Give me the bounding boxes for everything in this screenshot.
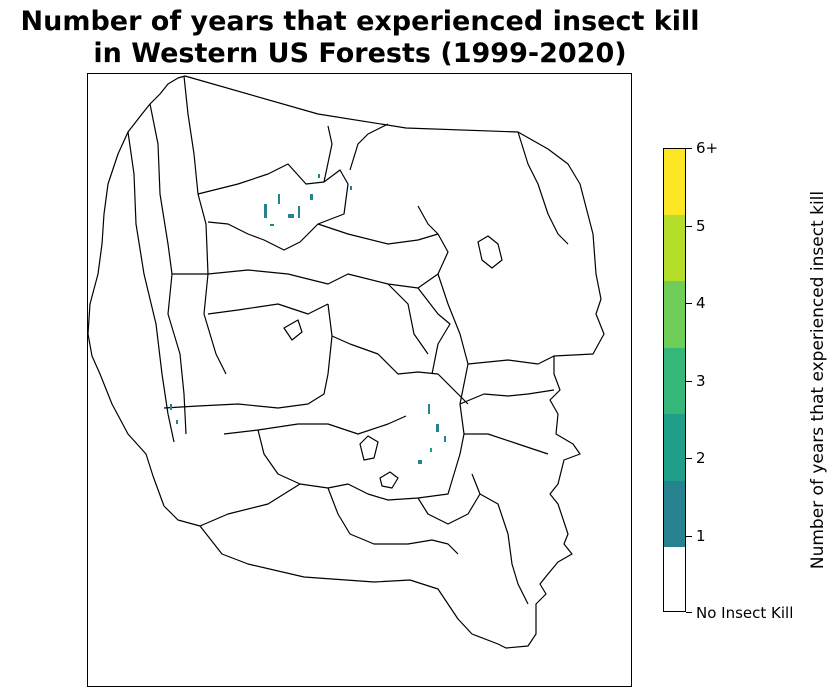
lake-outline [379, 471, 399, 489]
region-line [479, 493, 529, 605]
colorbar-segment-5 [664, 215, 685, 281]
insect-kill-patches [170, 174, 446, 464]
region-line [331, 335, 469, 405]
region-line [207, 303, 329, 315]
region-line [517, 131, 569, 245]
region-line [349, 123, 389, 171]
region-line [417, 473, 481, 525]
colorbar-segment-1 [664, 481, 685, 547]
colorbar-title: Number of years that experienced insect … [808, 190, 828, 570]
ecoregion-map [88, 75, 605, 649]
region-line [172, 205, 449, 289]
lake-outline [359, 435, 379, 461]
tick-label-3: 3 [696, 372, 706, 390]
region-line [417, 287, 451, 375]
western-us-outline [88, 75, 605, 649]
colorbar-tick [686, 536, 692, 537]
colorbar-tick [686, 226, 692, 227]
region-line [323, 125, 333, 183]
region-line [317, 223, 439, 245]
region-line [149, 103, 187, 435]
region-line [197, 163, 349, 251]
region-line [257, 429, 461, 501]
region-line [464, 433, 549, 455]
lake-outline [477, 235, 503, 269]
colorbar-segment-3 [664, 348, 685, 414]
region-line [223, 415, 407, 435]
colorbar-segment-none [664, 547, 685, 611]
title-line-1: Number of years that experienced insect … [20, 6, 700, 37]
tick-label-no-insect-kill: No Insect Kill [696, 604, 794, 622]
region-line [199, 483, 301, 527]
tick-label-6plus: 6+ [696, 139, 719, 157]
region-line [437, 273, 469, 455]
map-panel [87, 73, 632, 687]
region-line [459, 389, 555, 405]
tick-label-4: 4 [696, 294, 706, 312]
region-line [183, 75, 227, 375]
map-title: Number of years that experienced insect … [0, 6, 720, 70]
colorbar-tick [686, 381, 692, 382]
tick-label-5: 5 [696, 217, 706, 235]
region-line [327, 487, 459, 555]
colorbar [663, 148, 686, 612]
title-line-2: in Western US Forests (1999-2020) [93, 38, 627, 69]
tick-label-2: 2 [696, 449, 706, 467]
colorbar-tick [686, 148, 692, 149]
region-line [127, 131, 175, 443]
colorbar-tick [686, 612, 692, 613]
colorbar-tick [686, 458, 692, 459]
colorbar-segment-2 [664, 414, 685, 481]
region-line [163, 303, 333, 409]
tick-label-1: 1 [696, 527, 706, 545]
colorbar-segment-4 [664, 281, 685, 348]
colorbar-segment-6plus [664, 149, 685, 215]
colorbar-tick [686, 303, 692, 304]
region-line [387, 283, 429, 355]
lake-outline [283, 319, 303, 341]
region-line [467, 355, 555, 365]
